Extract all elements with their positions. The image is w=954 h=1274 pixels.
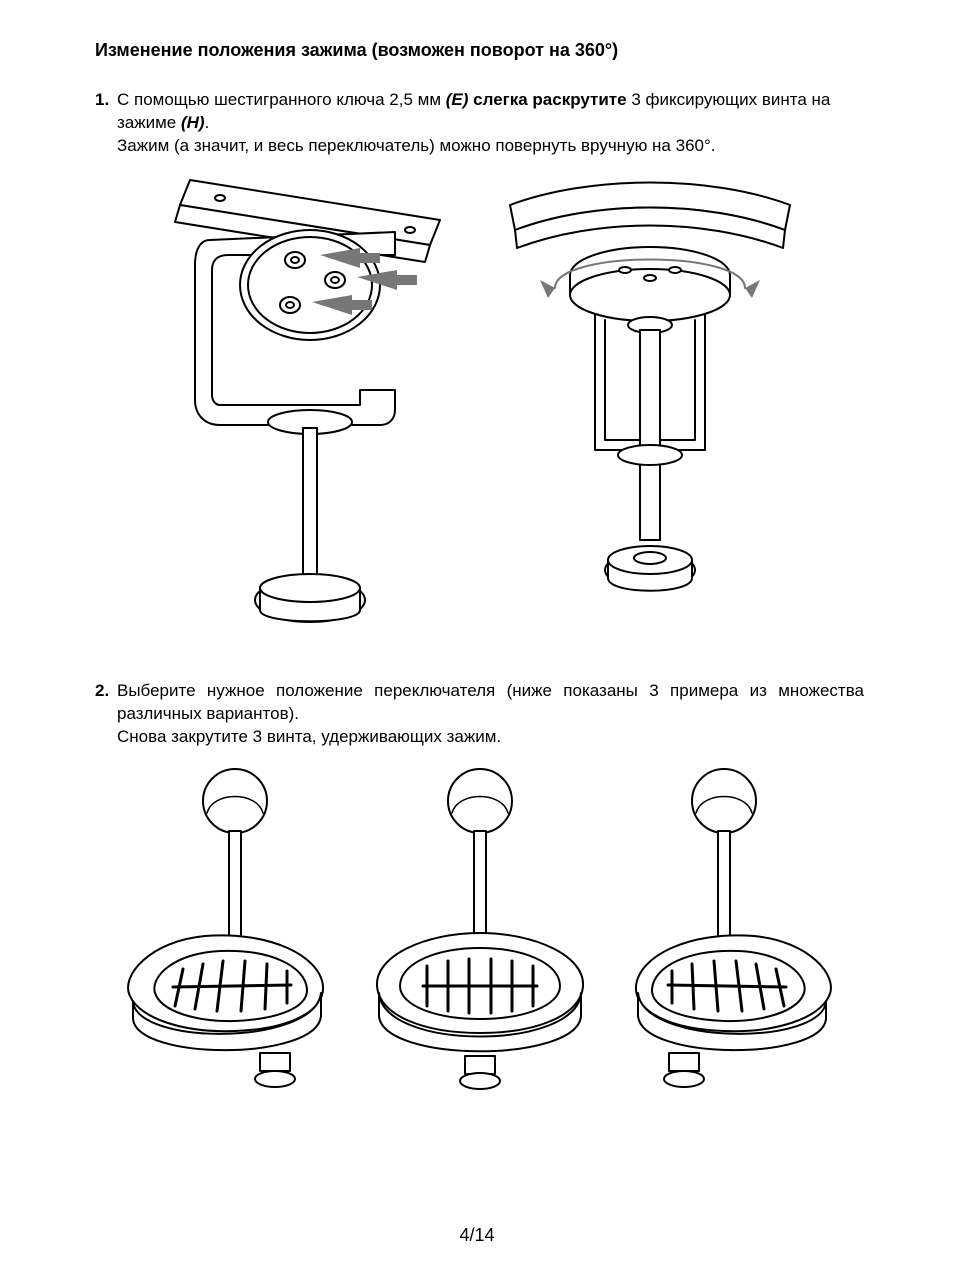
diagram-shifter-pos-3	[614, 761, 864, 1091]
step1-line2: Зажим (а значит, и весь переключатель) м…	[117, 136, 716, 155]
step-2-number: 2.	[95, 680, 117, 749]
step-1-number: 1.	[95, 89, 117, 158]
step1-action: слегка раскрутите	[468, 90, 626, 109]
step-1-body: С помощью шестигранного ключа 2,5 мм (E)…	[117, 89, 864, 158]
step1-clamp-ref: (H)	[181, 113, 205, 132]
diagram-clamp-bottom	[160, 170, 460, 650]
step2-line1: Выберите нужное положение переключателя …	[117, 681, 864, 723]
figure-row-2	[95, 761, 864, 1091]
step1-key-ref: (E)	[446, 90, 469, 109]
section-title: Изменение положения зажима (возможен пов…	[95, 40, 864, 61]
page-number: 4/14	[0, 1225, 954, 1246]
diagram-clamp-side	[500, 170, 800, 650]
step-1: 1. С помощью шестигранного ключа 2,5 мм …	[95, 89, 864, 158]
step1-end: .	[205, 113, 210, 132]
step1-pre: С помощью шестигранного ключа 2,5 мм	[117, 90, 446, 109]
figure-row-1	[95, 170, 864, 650]
step2-line2: Снова закрутите 3 винта, удерживающих за…	[117, 726, 501, 749]
step-2: 2. Выберите нужное положение переключате…	[95, 680, 864, 749]
diagram-shifter-pos-2	[355, 761, 605, 1091]
step-2-body: Выберите нужное положение переключателя …	[117, 680, 864, 749]
diagram-shifter-pos-1	[95, 761, 345, 1091]
